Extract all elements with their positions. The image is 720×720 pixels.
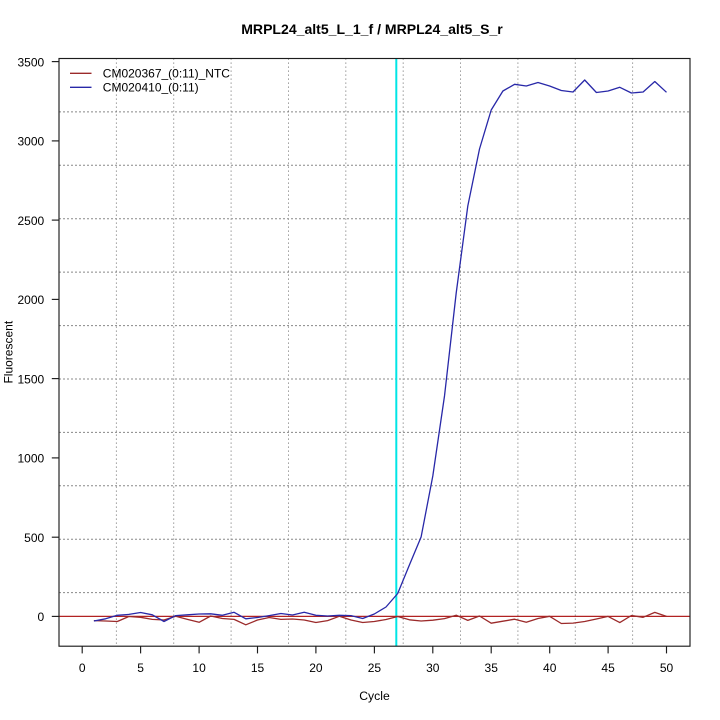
svg-text:Fluorescent: Fluorescent — [2, 320, 16, 383]
svg-text:2500: 2500 — [17, 214, 44, 228]
svg-text:0: 0 — [79, 661, 86, 675]
svg-text:2000: 2000 — [17, 293, 44, 307]
svg-text:Cycle: Cycle — [359, 689, 390, 703]
svg-text:500: 500 — [24, 531, 44, 545]
svg-text:50: 50 — [660, 661, 674, 675]
svg-text:10: 10 — [192, 661, 206, 675]
svg-text:20: 20 — [309, 661, 323, 675]
svg-text:15: 15 — [251, 661, 265, 675]
svg-text:1000: 1000 — [17, 452, 44, 466]
svg-text:35: 35 — [485, 661, 499, 675]
svg-text:5: 5 — [137, 661, 144, 675]
svg-text:3500: 3500 — [17, 55, 44, 69]
svg-text:30: 30 — [426, 661, 440, 675]
svg-text:25: 25 — [368, 661, 382, 675]
svg-text:3000: 3000 — [17, 135, 44, 149]
svg-text:1500: 1500 — [17, 372, 44, 386]
svg-text:CM020410_(0:11): CM020410_(0:11) — [103, 81, 199, 95]
svg-text:40: 40 — [543, 661, 557, 675]
svg-text:45: 45 — [601, 661, 615, 675]
svg-text:0: 0 — [38, 610, 45, 624]
svg-text:MRPL24_alt5_L_1_f / MRPL24_alt: MRPL24_alt5_L_1_f / MRPL24_alt5_S_r — [241, 21, 503, 37]
svg-text:CM020367_(0:11)_NTC: CM020367_(0:11)_NTC — [103, 67, 231, 81]
